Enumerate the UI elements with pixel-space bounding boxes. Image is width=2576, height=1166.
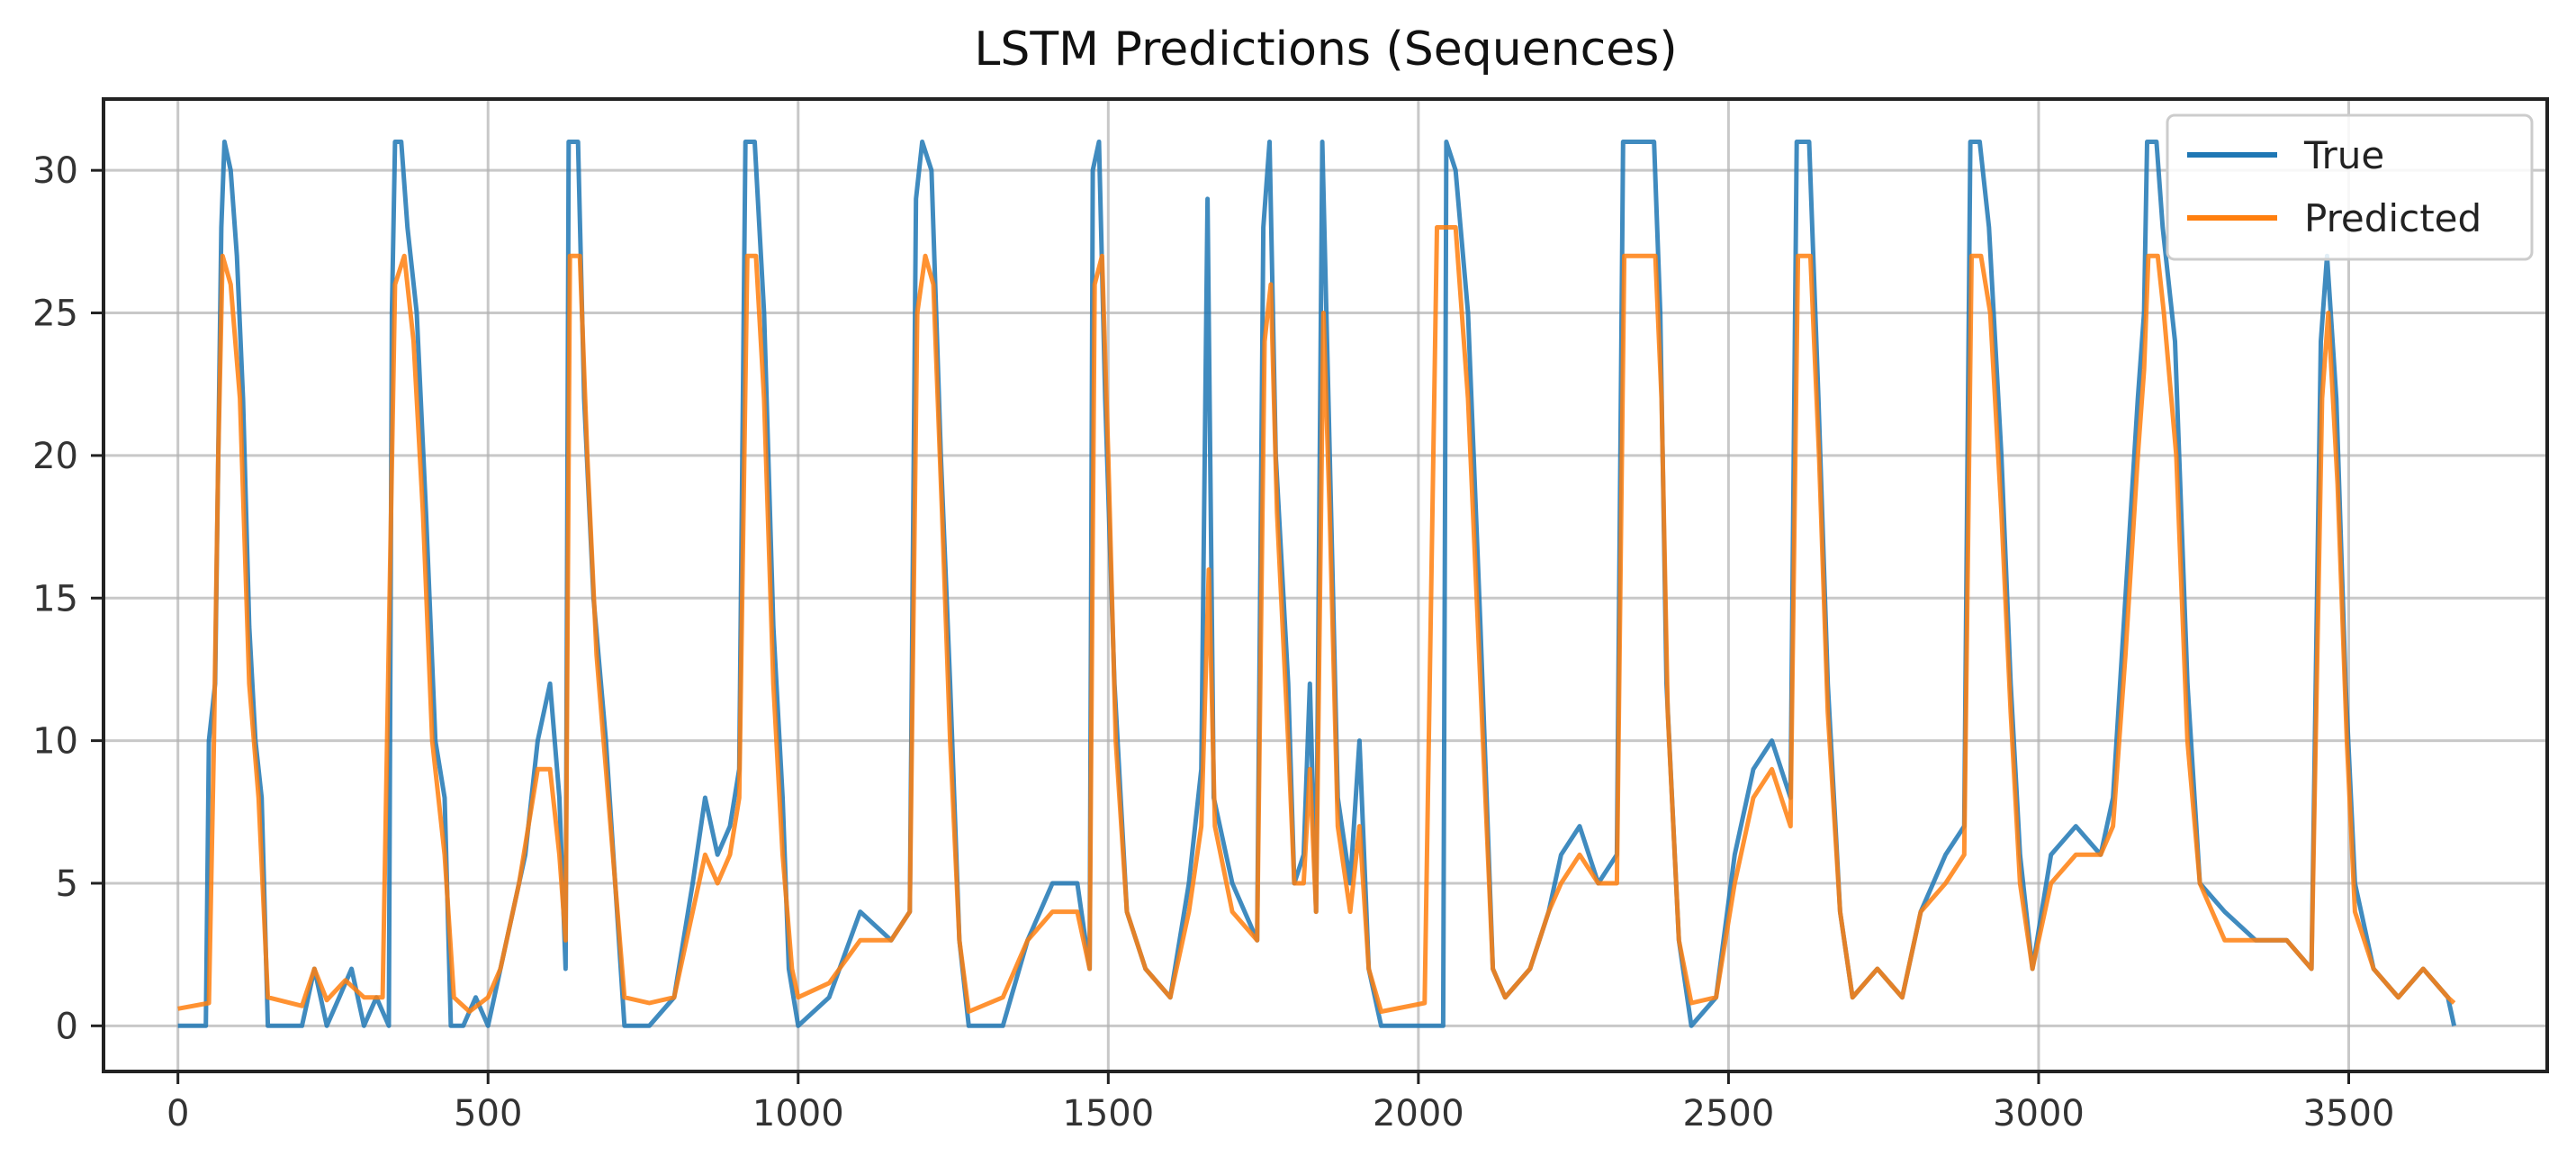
y-tick-label: 25 bbox=[32, 294, 78, 335]
y-tick-label: 10 bbox=[32, 721, 78, 763]
x-axis: 0 500 1000 1500 2000 2500 3000 3500 bbox=[167, 1071, 2394, 1134]
series-line-predicted bbox=[177, 225, 2456, 1014]
legend: True Predicted bbox=[2166, 113, 2534, 261]
y-tick-label: 5 bbox=[56, 863, 78, 905]
y-tick-label: 20 bbox=[32, 436, 78, 477]
x-tick-label: 1500 bbox=[1062, 1093, 1154, 1134]
y-axis: 0 5 10 15 20 25 30 bbox=[32, 150, 104, 1047]
legend-box bbox=[2166, 113, 2534, 261]
y-tick-label: 30 bbox=[32, 150, 78, 192]
x-tick-label: 500 bbox=[454, 1093, 522, 1134]
series-layer bbox=[177, 140, 2457, 1028]
y-tick-label: 0 bbox=[56, 1006, 78, 1047]
x-tick-label: 1000 bbox=[752, 1093, 844, 1134]
legend-label-predicted: Predicted bbox=[2304, 196, 2481, 240]
x-tick-label: 0 bbox=[167, 1093, 189, 1134]
x-tick-label: 3000 bbox=[1993, 1093, 2085, 1134]
chart-title: LSTM Predictions (Sequences) bbox=[974, 23, 1677, 77]
y-tick-label: 15 bbox=[32, 578, 78, 619]
plot-frame bbox=[102, 97, 2549, 1073]
x-tick-label: 3500 bbox=[2303, 1093, 2395, 1134]
x-tick-label: 2000 bbox=[1373, 1093, 1464, 1134]
x-tick-label: 2500 bbox=[1683, 1093, 1775, 1134]
legend-label-true: True bbox=[2303, 133, 2384, 177]
